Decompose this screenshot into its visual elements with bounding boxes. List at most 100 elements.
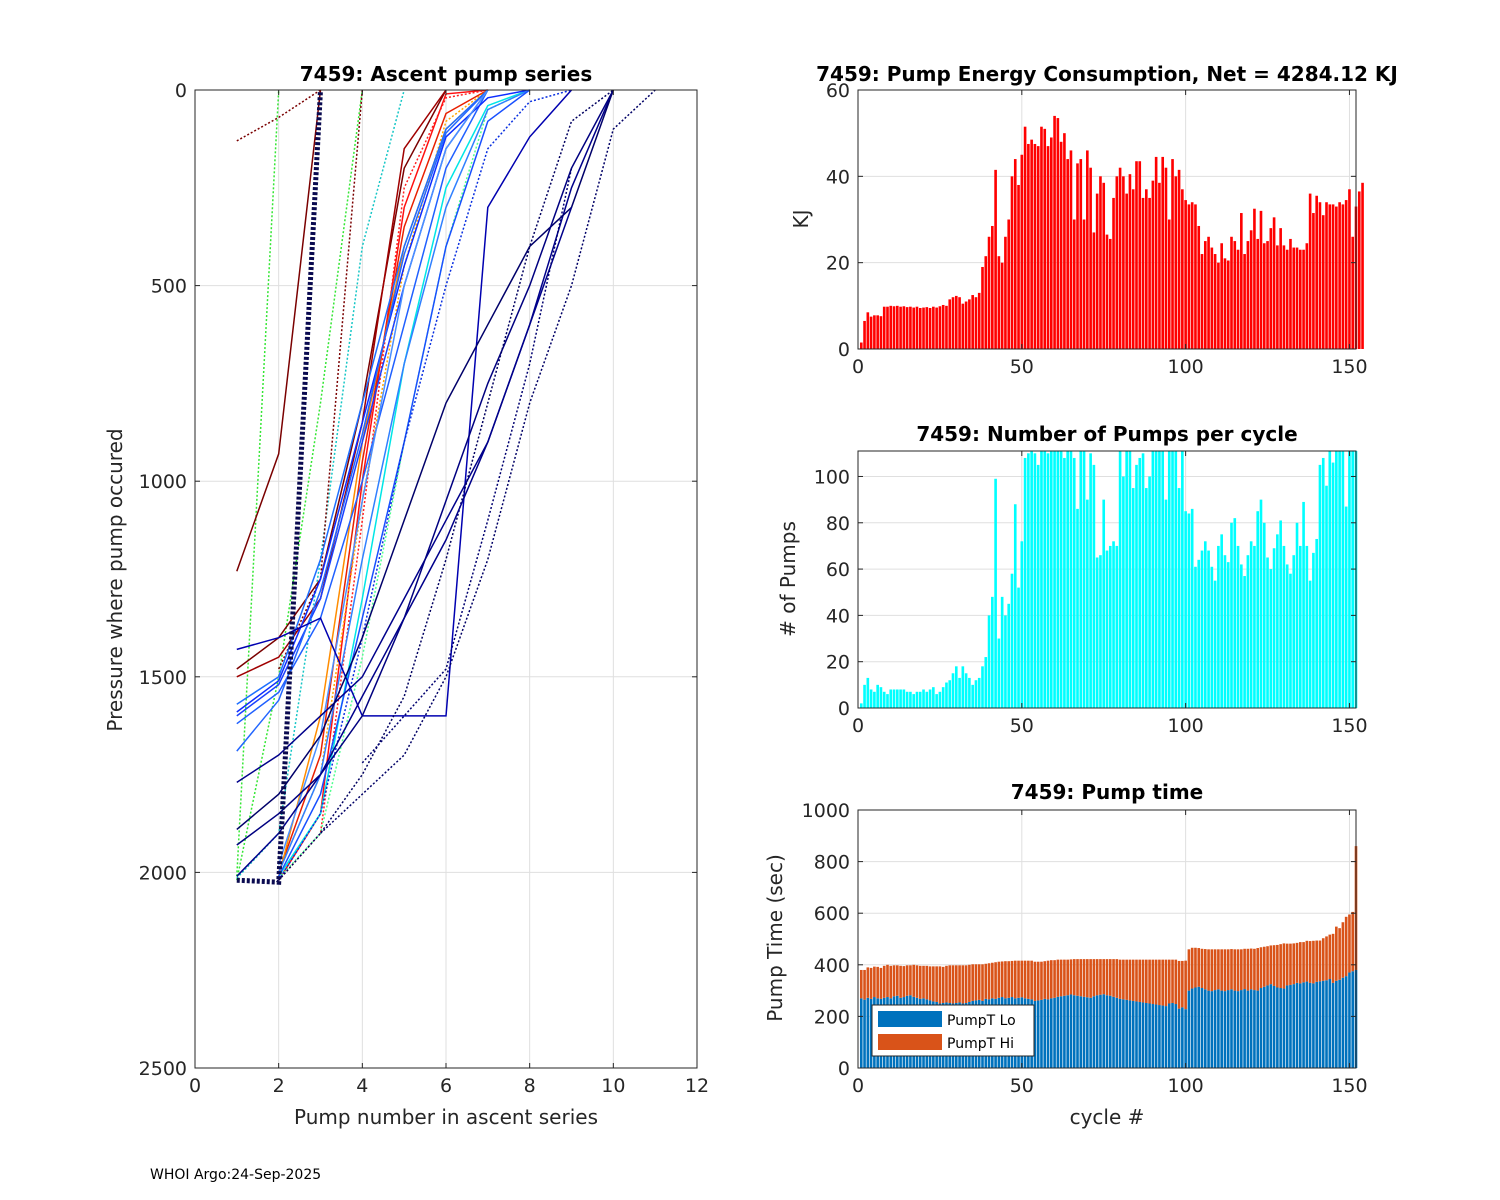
pumptime-hi-bar bbox=[1348, 914, 1351, 973]
pumptime-hi-bar bbox=[1351, 911, 1355, 972]
energy-bar bbox=[899, 306, 902, 349]
energy-bar bbox=[968, 299, 971, 349]
energy-bar bbox=[1243, 254, 1246, 349]
energy-bar bbox=[928, 307, 932, 349]
pumptime-hi-bar bbox=[994, 962, 997, 999]
pumptime-hi-bar bbox=[1190, 947, 1194, 989]
pumps-bar bbox=[879, 687, 883, 708]
pumps-bar bbox=[1259, 499, 1263, 708]
energy-bar bbox=[1298, 249, 1302, 349]
pumptime-hi-bar bbox=[1092, 959, 1096, 997]
pumps-bar bbox=[1017, 587, 1020, 708]
pumps-bar bbox=[928, 689, 932, 708]
pumps-bar bbox=[1292, 555, 1296, 708]
pumps-bar bbox=[1246, 555, 1250, 708]
pumptime-hi-bar bbox=[869, 967, 873, 999]
pumptime-lo-bar bbox=[1295, 982, 1299, 1068]
pumptime-lo-bar bbox=[1328, 978, 1332, 1068]
pumps-bar bbox=[1063, 457, 1066, 708]
pumptime-lo-bar bbox=[1262, 986, 1266, 1068]
pumptime-hi-bar bbox=[1210, 949, 1214, 992]
pumptime-lo-bar bbox=[1269, 984, 1273, 1068]
pumptime-lo-bar bbox=[1128, 1000, 1132, 1068]
pumptime-axes-box bbox=[857, 809, 1357, 1069]
pumps-bar bbox=[1226, 562, 1230, 708]
ascent-series-line bbox=[236, 89, 614, 846]
energy-bar bbox=[1023, 126, 1027, 349]
pumptime-hi-bar bbox=[1259, 947, 1263, 989]
pumptime-hi-bar bbox=[961, 965, 965, 1004]
pumptime-hi-bar bbox=[1171, 959, 1174, 1003]
pumps-bar bbox=[997, 638, 1001, 708]
energy-bar bbox=[1269, 228, 1273, 349]
pumps-bar bbox=[948, 680, 952, 708]
pumptime-lo-bar bbox=[1331, 982, 1335, 1068]
pumps-bar bbox=[1138, 457, 1142, 708]
pumps-bar bbox=[1027, 453, 1030, 708]
pumps-bar bbox=[1122, 476, 1125, 708]
pumptime-y-axis-label: Pump Time (sec) bbox=[763, 854, 787, 1022]
energy-bar bbox=[1135, 161, 1138, 349]
energy-bar bbox=[1321, 215, 1325, 349]
pumptime-lo-bar bbox=[1217, 989, 1220, 1068]
pumps-bar bbox=[1033, 453, 1037, 708]
energy-bar bbox=[1000, 262, 1004, 349]
pumps-chart-title: 7459: Number of Pumps per cycle bbox=[916, 422, 1297, 446]
ascent-series-line bbox=[277, 89, 489, 865]
energy-bar bbox=[1164, 167, 1168, 349]
pumptime-lo-bar bbox=[1072, 995, 1076, 1068]
pumps-bar bbox=[1148, 476, 1151, 708]
pumptime-hi-bar bbox=[974, 964, 978, 1001]
pumps-bar bbox=[922, 689, 925, 708]
pumptime-hi-bar bbox=[912, 964, 916, 997]
energy-bar bbox=[1305, 243, 1309, 349]
pumptime-hi-bar bbox=[1220, 949, 1223, 991]
ascent-axes-frame: 0 2 4 6 8 10 12 0 500 1000 1500 2000 2500 bbox=[139, 80, 709, 1097]
pumptime-lo-bar bbox=[1272, 985, 1276, 1068]
pumps-bar bbox=[1004, 615, 1007, 708]
pumps-bar bbox=[1046, 453, 1050, 708]
pumps-bar bbox=[977, 677, 981, 708]
pumptime-hi-bar bbox=[951, 965, 955, 1004]
pumps-bar bbox=[1253, 545, 1256, 708]
pumps-bar bbox=[1059, 451, 1063, 708]
pumps-x-tick-label: 50 bbox=[1010, 715, 1034, 737]
pumptime-hi-bar bbox=[1246, 948, 1250, 991]
pumps-y-tick-label: 80 bbox=[826, 513, 850, 535]
pumptime-lo-bar bbox=[1161, 1005, 1165, 1068]
pumptime-hi-bar bbox=[1000, 961, 1004, 998]
energy-bar bbox=[889, 305, 893, 349]
energy-bar bbox=[1112, 197, 1115, 349]
energy-bar bbox=[869, 316, 873, 350]
pumptime-hi-bar bbox=[1082, 959, 1086, 997]
pumps-bar bbox=[1203, 541, 1207, 708]
pumptime-hi-bar bbox=[1174, 959, 1178, 1005]
pumps-bar bbox=[945, 682, 948, 708]
pumps-x-tick-label: 0 bbox=[852, 715, 864, 737]
pumps-bar bbox=[1220, 534, 1223, 708]
pumptime-hi-bar bbox=[1164, 959, 1168, 1007]
energy-bar bbox=[1335, 206, 1338, 349]
energy-bar bbox=[1151, 180, 1155, 349]
pumps-bar bbox=[1154, 451, 1158, 708]
pumptime-lo-bar bbox=[1036, 1000, 1040, 1068]
pumps-bar bbox=[968, 677, 971, 708]
energy-bar bbox=[984, 256, 988, 349]
energy-bar bbox=[1161, 156, 1165, 349]
energy-bar bbox=[1348, 189, 1351, 349]
energy-bar bbox=[1036, 146, 1040, 349]
pumptime-hi-bar bbox=[1292, 943, 1296, 985]
pumptime-hi-bar bbox=[1217, 949, 1220, 990]
pumps-bar bbox=[1285, 564, 1289, 708]
pumptime-lo-bar bbox=[1184, 1009, 1187, 1068]
pumps-bar bbox=[1272, 548, 1276, 708]
pumptime-hi-bar bbox=[1089, 959, 1092, 998]
energy-bar bbox=[1194, 204, 1197, 349]
pumptime-hi-bar bbox=[925, 965, 929, 1000]
pumptime-hi-bar bbox=[945, 965, 948, 1003]
ascent-x-tick-label: 4 bbox=[356, 1075, 368, 1097]
energy-bar bbox=[1115, 176, 1119, 349]
pumptime-hi-bar bbox=[1289, 943, 1292, 985]
pumptime-lo-bar bbox=[1210, 991, 1214, 1068]
energy-bar bbox=[1089, 167, 1092, 349]
